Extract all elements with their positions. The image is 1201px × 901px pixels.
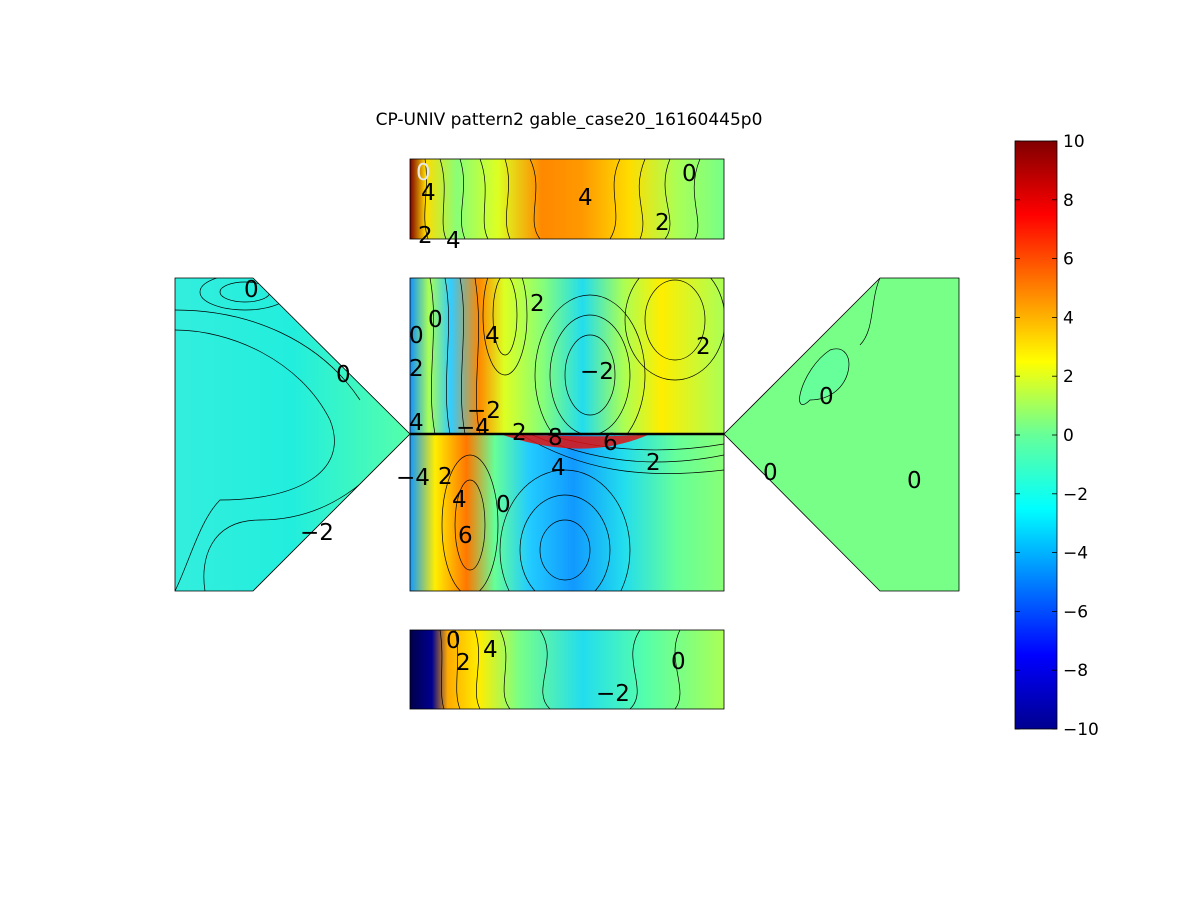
contour-labels-bottom: 0 4 2 0 −2 [446, 628, 686, 707]
contour-label: 0 [428, 307, 443, 333]
contour-label: 2 [646, 450, 661, 476]
contour-label: 0 [446, 628, 461, 654]
contour-label: 4 [551, 455, 566, 481]
colorbar-tick-label: −8 [1063, 661, 1088, 681]
colorbar-gradient [1014, 140, 1058, 730]
contour-labels-main-upper: 0 2 4 0 2 −2 2 4 −2 −4 2 8 6 [409, 291, 711, 456]
colorbar: 10 8 6 4 2 0 −2 −4 −6 −8 −10 [1014, 132, 1099, 740]
top-face-panel [409, 158, 725, 240]
colorbar-tick-label: −10 [1063, 720, 1099, 740]
contour-label: 0 [409, 323, 424, 349]
contour-label: 4 [446, 228, 461, 254]
contour-label: 0 [907, 468, 922, 494]
main-lower-panel [409, 433, 725, 592]
contour-label: −4 [456, 415, 490, 441]
contour-label: −2 [596, 681, 630, 707]
contour-label: 4 [409, 410, 424, 436]
colorbar-tick-label: 0 [1063, 426, 1074, 446]
colorbar-tick-label: −6 [1063, 602, 1088, 622]
contour-label: 0 [682, 161, 697, 187]
contour-label: −4 [396, 465, 430, 491]
contour-label: 0 [496, 492, 511, 518]
contour-label: 4 [421, 180, 436, 206]
contour-label: 2 [655, 210, 670, 236]
contour-label: 0 [763, 460, 778, 486]
contour-label: 2 [530, 291, 545, 317]
contour-label: 4 [485, 323, 500, 349]
colorbar-tick-label: −2 [1063, 485, 1088, 505]
left-face-panel [174, 277, 411, 592]
contour-label: 2 [418, 223, 433, 249]
contour-label: −2 [300, 520, 334, 546]
contour-label: 2 [456, 650, 471, 676]
colorbar-tick-label: 2 [1063, 367, 1074, 387]
contour-label: 0 [819, 384, 834, 410]
contour-labels-top: 0 4 2 4 4 2 0 [416, 160, 697, 254]
contour-label: 6 [603, 430, 618, 456]
contour-label: 4 [578, 185, 593, 211]
contour-labels-right: 0 0 0 [763, 384, 922, 494]
colorbar-tick-label: 6 [1063, 250, 1074, 270]
contour-label: −2 [467, 398, 501, 424]
contour-label: 8 [548, 425, 563, 451]
contour-label: 0 [416, 160, 431, 186]
colorbar-tick-label: 8 [1063, 191, 1074, 211]
contour-labels-main-lower: −4 2 4 4 0 6 2 [396, 450, 661, 549]
contour-label: 2 [438, 464, 453, 490]
colorbar-tick-label: −4 [1063, 544, 1088, 564]
colorbar-tick-label: 10 [1063, 132, 1085, 152]
contour-label: 6 [458, 523, 473, 549]
colorbar-ticks: 10 8 6 4 2 0 −2 −4 −6 −8 −10 [1015, 132, 1099, 740]
contour-label: 2 [696, 334, 711, 360]
colorbar-tick-label: 4 [1063, 308, 1074, 328]
contour-label: 4 [483, 637, 498, 663]
contour-labels-left: 0 0 −2 [244, 277, 351, 546]
contour-label: 0 [336, 362, 351, 388]
bottom-face-panel [409, 629, 725, 710]
contour-label: −2 [580, 359, 614, 385]
chart-title: CP-UNIV pattern2 gable_case20_16160445p0 [376, 110, 763, 130]
right-face-panel [723, 277, 960, 592]
contour-label: 2 [409, 356, 424, 382]
contour-label: 4 [452, 487, 467, 513]
contour-label: 0 [244, 277, 259, 303]
main-upper-panel [409, 277, 725, 435]
contour-label: 2 [512, 420, 527, 446]
contour-label: 0 [671, 649, 686, 675]
